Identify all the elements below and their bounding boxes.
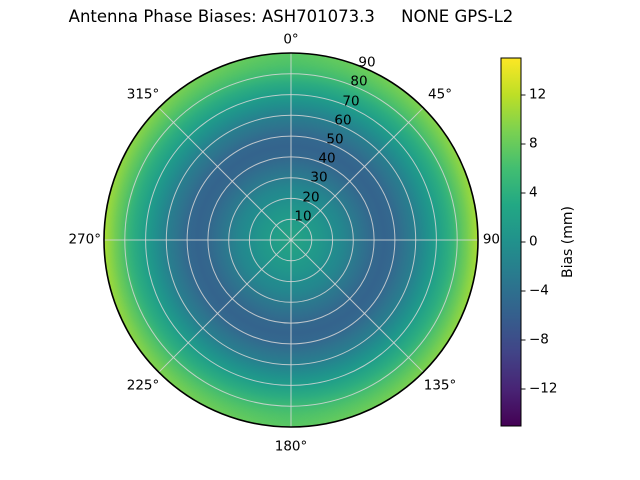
theta-tick-label-225: 225° xyxy=(126,377,160,394)
plot-outline xyxy=(103,52,479,428)
r-tick-label-10: 10 xyxy=(294,208,312,225)
colorbar-tick-label-12: 12 xyxy=(529,86,547,103)
colorbar-tick-label-neg4: −4 xyxy=(529,282,549,299)
colorbar-tick-label-neg12: −12 xyxy=(529,380,558,397)
r-tick-label-40: 40 xyxy=(318,150,336,167)
colorbar-axis-label: Bias (mm) xyxy=(560,205,576,279)
r-tick-label-70: 70 xyxy=(342,93,360,110)
r-tick-label-90: 90 xyxy=(358,54,376,71)
colorbar-tick-label-8: 8 xyxy=(529,135,538,152)
r-tick-label-60: 60 xyxy=(334,112,352,129)
colorbar-gradient-bar xyxy=(500,57,522,427)
grid-spoke-135-315 xyxy=(158,107,424,373)
polar-grid xyxy=(104,53,478,427)
theta-tick-label-45: 45° xyxy=(428,86,452,103)
colorbar-tick-label-0: 0 xyxy=(529,233,538,250)
r-tick-label-30: 30 xyxy=(310,169,328,186)
theta-tick-label-270: 270° xyxy=(68,231,101,248)
theta-tick-label-90: 90 xyxy=(482,231,500,248)
r-tick-label-20: 20 xyxy=(302,189,320,206)
colorbar-tick-label-4: 4 xyxy=(529,184,538,201)
colorbar-tick-label-neg8: −8 xyxy=(529,331,549,348)
r-tick-label-50: 50 xyxy=(326,131,344,148)
r-tick-label-80: 80 xyxy=(350,73,368,90)
theta-tick-label-180: 180° xyxy=(274,438,308,455)
colorbar xyxy=(500,57,526,427)
theta-tick-label-135: 135° xyxy=(423,377,457,394)
theta-tick-label-315: 315° xyxy=(126,86,160,103)
colorbar-tick-marks xyxy=(521,94,526,390)
chart-title: Antenna Phase Biases: ASH701073.3 NONE G… xyxy=(68,6,514,26)
theta-tick-label-0: 0° xyxy=(283,31,299,48)
